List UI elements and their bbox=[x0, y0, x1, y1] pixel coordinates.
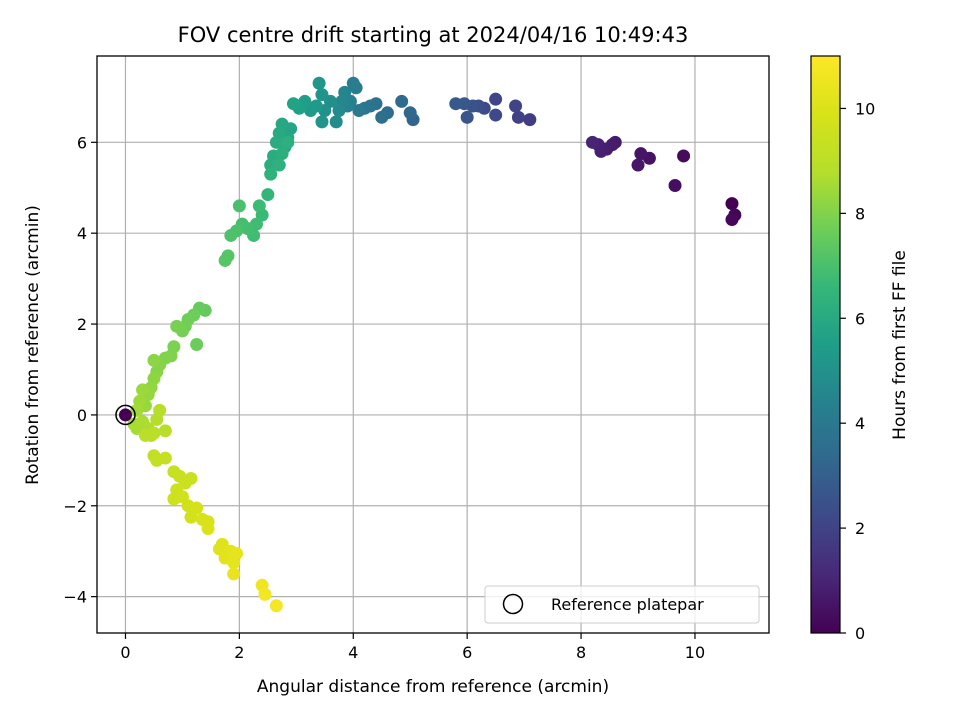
legend-box bbox=[484, 585, 760, 624]
data-point bbox=[725, 213, 739, 227]
y-tick-label: 0 bbox=[77, 406, 87, 425]
y-tick-label: 4 bbox=[77, 224, 87, 243]
data-point bbox=[147, 353, 161, 367]
data-point bbox=[272, 158, 286, 172]
colorbar-label: Hours from first FF file bbox=[890, 250, 910, 440]
data-point bbox=[677, 149, 691, 163]
data-point bbox=[489, 108, 503, 122]
legend: Reference platepar bbox=[484, 585, 760, 624]
data-point bbox=[668, 178, 682, 192]
colorbar-tick-label: 8 bbox=[855, 204, 865, 223]
data-point bbox=[153, 403, 167, 417]
data-point bbox=[395, 94, 409, 108]
data-point bbox=[489, 92, 503, 106]
data-point bbox=[352, 104, 366, 118]
colorbar-tick-label: 10 bbox=[855, 99, 875, 118]
data-point bbox=[449, 97, 463, 111]
x-tick-label: 0 bbox=[120, 643, 130, 662]
data-point bbox=[281, 135, 295, 149]
data-point bbox=[332, 104, 346, 118]
colorbar-tick-label: 6 bbox=[855, 309, 865, 328]
x-tick-label: 10 bbox=[685, 643, 705, 662]
data-point bbox=[460, 110, 474, 124]
reference-point bbox=[118, 408, 132, 422]
data-point bbox=[130, 403, 144, 417]
data-point bbox=[346, 76, 360, 90]
data-point bbox=[315, 88, 329, 102]
y-axis-label: Rotation from reference (arcmin) bbox=[23, 205, 43, 485]
grid bbox=[97, 56, 769, 633]
colorbar-tick-label: 2 bbox=[855, 519, 865, 538]
x-tick-label: 2 bbox=[234, 643, 244, 662]
y-axis-ticks: −4 −2 0 2 4 6 bbox=[63, 133, 97, 607]
data-point bbox=[261, 188, 275, 202]
x-tick-label: 8 bbox=[576, 643, 586, 662]
data-points bbox=[127, 76, 742, 613]
x-tick-label: 4 bbox=[348, 643, 358, 662]
data-point bbox=[312, 76, 326, 90]
data-point bbox=[523, 113, 537, 127]
data-point bbox=[269, 599, 283, 613]
data-point bbox=[631, 158, 645, 172]
colorbar-tick-label: 4 bbox=[855, 414, 865, 433]
reference-marker bbox=[115, 404, 136, 426]
data-point bbox=[158, 451, 172, 465]
data-point bbox=[315, 115, 329, 129]
data-point bbox=[375, 110, 389, 124]
data-point bbox=[403, 106, 417, 120]
data-point bbox=[158, 424, 172, 438]
data-point bbox=[227, 567, 241, 581]
colorbar: 0 2 4 6 8 10 Hours from first FF file bbox=[810, 55, 910, 643]
data-point bbox=[511, 110, 525, 124]
data-point bbox=[269, 135, 283, 149]
data-point bbox=[201, 522, 215, 536]
data-point bbox=[286, 97, 300, 111]
data-point bbox=[190, 338, 204, 351]
data-point bbox=[138, 428, 152, 442]
x-axis-ticks: 0 2 4 6 8 10 bbox=[120, 633, 705, 662]
data-point bbox=[224, 228, 238, 242]
data-point bbox=[329, 115, 343, 129]
data-point bbox=[634, 147, 648, 161]
data-point bbox=[170, 319, 184, 333]
y-tick-label: 6 bbox=[77, 133, 87, 152]
data-point bbox=[264, 167, 278, 181]
data-point bbox=[230, 546, 244, 560]
chart-title: FOV centre drift starting at 2024/04/16 … bbox=[178, 23, 689, 47]
colorbar-gradient bbox=[810, 55, 841, 634]
reference-ring bbox=[115, 404, 136, 426]
data-point bbox=[184, 472, 198, 486]
data-point bbox=[252, 199, 266, 213]
x-axis-label: Angular distance from reference (arcmin) bbox=[257, 677, 609, 697]
data-point bbox=[232, 199, 246, 213]
colorbar-tick-label: 0 bbox=[855, 624, 865, 643]
data-point bbox=[136, 383, 150, 397]
data-point bbox=[509, 99, 523, 113]
data-point bbox=[725, 197, 739, 211]
colorbar-ticks: 0 2 4 6 8 10 bbox=[840, 99, 875, 643]
legend-label: Reference platepar bbox=[551, 595, 704, 614]
y-tick-label: −4 bbox=[63, 588, 87, 607]
x-tick-label: 6 bbox=[462, 643, 472, 662]
y-tick-label: −2 bbox=[63, 497, 87, 516]
data-point bbox=[585, 135, 599, 149]
data-point bbox=[218, 253, 232, 267]
data-point bbox=[258, 587, 272, 601]
y-tick-label: 2 bbox=[77, 315, 87, 334]
plot-frame bbox=[96, 55, 770, 634]
data-point bbox=[275, 147, 289, 161]
legend-marker bbox=[502, 593, 524, 615]
data-point bbox=[190, 501, 204, 515]
